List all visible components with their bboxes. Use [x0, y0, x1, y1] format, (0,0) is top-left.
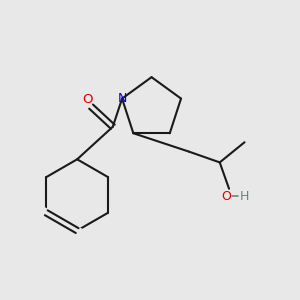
- Text: O: O: [221, 190, 231, 203]
- Text: N: N: [117, 92, 127, 105]
- Text: H: H: [240, 190, 249, 203]
- Text: O: O: [82, 93, 93, 106]
